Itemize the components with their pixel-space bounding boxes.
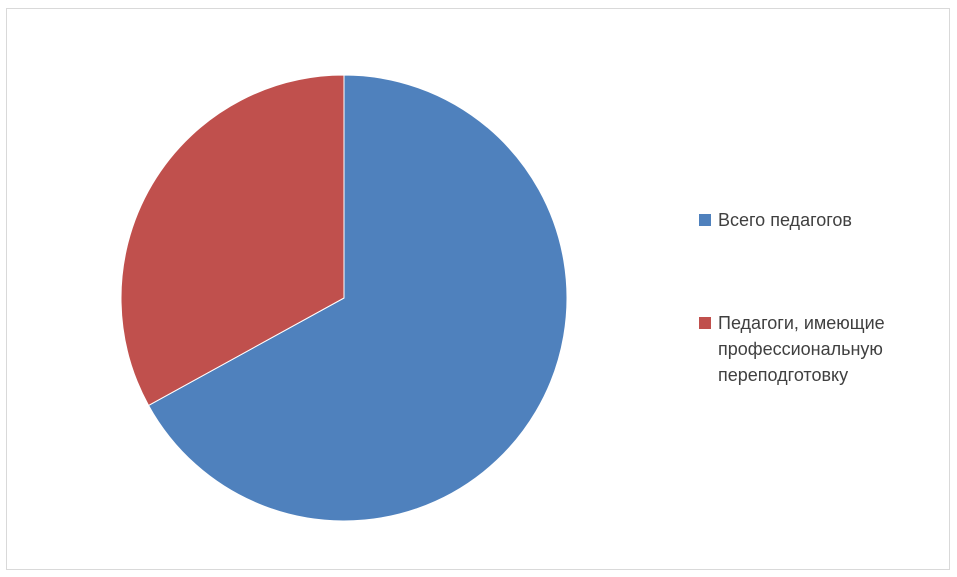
legend-item-retrained-teachers: Педагоги, имеющие профессиональную переп… bbox=[699, 310, 949, 388]
legend-swatch-retrained-teachers bbox=[699, 317, 711, 329]
legend-swatch-all-teachers bbox=[699, 214, 711, 226]
legend-label-retrained-teachers: Педагоги, имеющие профессиональную переп… bbox=[718, 313, 885, 385]
chart-legend: Всего педагогов Педагоги, имеющие профес… bbox=[699, 207, 949, 388]
legend-item-all-teachers: Всего педагогов bbox=[699, 207, 949, 233]
chart-frame: Всего педагогов Педагоги, имеющие профес… bbox=[6, 8, 950, 570]
pie-slice-0 bbox=[147, 74, 568, 522]
pie-slice-1 bbox=[120, 74, 345, 407]
pie-chart bbox=[120, 74, 568, 522]
legend-label-all-teachers: Всего педагогов bbox=[718, 210, 852, 230]
